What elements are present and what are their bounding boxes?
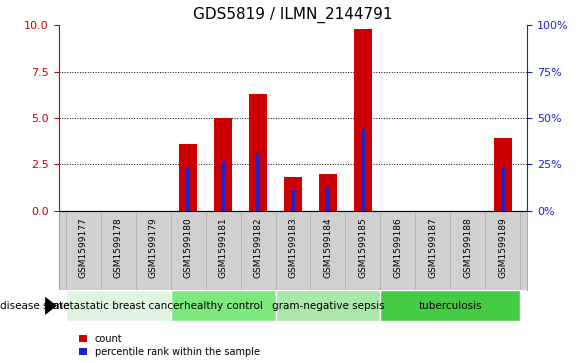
Text: GSM1599181: GSM1599181 — [219, 217, 227, 278]
Text: GSM1599184: GSM1599184 — [323, 217, 332, 278]
Bar — [66, 290, 171, 321]
Bar — [354, 29, 372, 211]
Bar — [284, 177, 302, 211]
Bar — [319, 175, 337, 211]
Text: GSM1599179: GSM1599179 — [149, 217, 158, 278]
Text: GSM1599188: GSM1599188 — [464, 217, 472, 278]
Bar — [361, 129, 365, 211]
Bar — [179, 144, 197, 211]
Bar — [249, 94, 267, 211]
Text: healthy control: healthy control — [183, 301, 263, 311]
Text: gram-negative sepsis: gram-negative sepsis — [272, 301, 384, 311]
Text: disease state: disease state — [0, 301, 70, 311]
Bar — [256, 153, 260, 211]
Bar — [326, 188, 330, 211]
Text: GSM1599177: GSM1599177 — [79, 217, 87, 278]
Bar — [380, 290, 520, 321]
Bar — [186, 168, 190, 211]
Text: GSM1599180: GSM1599180 — [183, 217, 193, 278]
Title: GDS5819 / ILMN_2144791: GDS5819 / ILMN_2144791 — [193, 7, 393, 23]
Bar — [171, 290, 275, 321]
Bar — [275, 290, 380, 321]
Bar — [291, 190, 295, 211]
Text: GSM1599178: GSM1599178 — [114, 217, 122, 278]
Legend: count, percentile rank within the sample: count, percentile rank within the sample — [75, 330, 264, 360]
Bar — [221, 162, 225, 211]
Bar — [494, 138, 512, 211]
Text: tuberculosis: tuberculosis — [418, 301, 482, 311]
Text: GSM1599182: GSM1599182 — [254, 217, 263, 278]
Text: GSM1599189: GSM1599189 — [499, 217, 507, 278]
Text: metastatic breast cancer: metastatic breast cancer — [53, 301, 183, 311]
Bar — [214, 118, 232, 211]
Bar — [501, 168, 505, 211]
Text: GSM1599185: GSM1599185 — [359, 217, 367, 278]
Text: GSM1599186: GSM1599186 — [393, 217, 403, 278]
Text: GSM1599183: GSM1599183 — [288, 217, 298, 278]
Text: GSM1599187: GSM1599187 — [428, 217, 437, 278]
